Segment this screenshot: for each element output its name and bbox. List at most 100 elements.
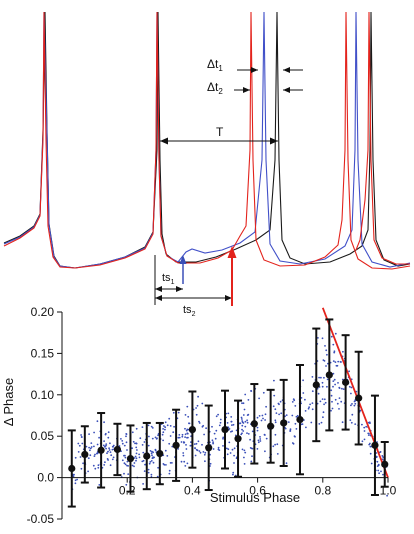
period-T-annotation: T (160, 125, 278, 145)
raw-point (375, 456, 378, 459)
raw-point (195, 448, 198, 451)
raw-point (182, 454, 185, 457)
mean-point (267, 422, 275, 430)
raw-point (181, 435, 184, 438)
raw-point (125, 441, 128, 444)
raw-point (109, 464, 112, 467)
raw-point (212, 442, 215, 445)
raw-point (351, 403, 353, 405)
raw-point (249, 447, 252, 449)
mean-point (325, 371, 333, 379)
raw-point (198, 450, 201, 452)
raw-point (334, 361, 337, 363)
raw-point (186, 432, 189, 435)
raw-point (240, 433, 243, 436)
mean-point (81, 450, 89, 459)
raw-point (246, 421, 249, 424)
raw-point (80, 467, 83, 470)
raw-point (97, 466, 100, 469)
raw-point (182, 452, 185, 454)
raw-point (211, 439, 214, 442)
raw-point (193, 443, 196, 445)
raw-point (242, 402, 245, 405)
raw-point (121, 459, 124, 462)
raw-point (131, 431, 134, 434)
raw-point (381, 455, 384, 457)
raw-point (322, 411, 325, 414)
raw-point (202, 451, 205, 453)
raw-point (304, 398, 306, 401)
raw-point (233, 462, 235, 464)
mean-point (234, 435, 242, 443)
raw-point (151, 437, 154, 440)
raw-point (164, 426, 167, 429)
raw-point (171, 462, 173, 464)
raw-point (194, 447, 197, 450)
raw-point (222, 437, 224, 440)
raw-point (231, 424, 233, 426)
raw-point (143, 470, 146, 472)
raw-point (169, 462, 172, 464)
raw-point (125, 483, 128, 486)
raw-point (330, 394, 333, 397)
raw-point (242, 414, 245, 416)
raw-point (96, 443, 99, 446)
raw-point (376, 460, 379, 463)
raw-point (289, 430, 292, 432)
x-tick-label: 1.0 (380, 484, 397, 498)
stimulus-time-annotation: ts1 ts2 (154, 246, 237, 318)
raw-point (123, 472, 125, 475)
raw-point (80, 436, 83, 438)
raw-point (108, 447, 110, 450)
raw-point (186, 462, 189, 465)
raw-point (386, 494, 388, 497)
raw-point (264, 434, 266, 436)
raw-point (367, 432, 370, 435)
raw-point (184, 414, 187, 416)
raw-point (241, 402, 243, 405)
raw-point (320, 421, 323, 424)
raw-point (338, 408, 340, 410)
x-axis-label: Stimulus Phase (210, 490, 300, 505)
raw-point (295, 415, 298, 418)
raw-point (184, 427, 186, 430)
raw-point (109, 442, 111, 445)
raw-point (104, 433, 107, 436)
raw-point (213, 432, 216, 435)
raw-point (354, 423, 357, 425)
membrane-voltage-traces-panel: Δt1 Δt2 T ts1 ts2 (3, 11, 411, 318)
raw-point (274, 421, 277, 424)
raw-point (105, 447, 107, 450)
raw-point (225, 447, 228, 450)
raw-point (295, 428, 298, 430)
raw-point (166, 424, 169, 427)
raw-point (90, 446, 93, 448)
raw-point (256, 448, 259, 450)
raw-point (326, 385, 328, 388)
raw-point (289, 428, 292, 431)
raw-point (274, 433, 277, 436)
raw-point (162, 439, 165, 442)
raw-point (264, 419, 266, 421)
y-tick-label: -0.05 (27, 512, 55, 526)
raw-point (280, 412, 283, 415)
raw-point (334, 398, 337, 401)
raw-point (244, 425, 247, 428)
raw-point (76, 478, 78, 481)
raw-point (340, 400, 343, 403)
period-T-label: T (216, 125, 224, 139)
raw-point (105, 443, 108, 445)
raw-point (335, 364, 338, 367)
mean-point (156, 449, 164, 458)
raw-point (195, 413, 198, 416)
raw-point (285, 462, 288, 465)
raw-point (204, 451, 207, 454)
raw-point (164, 449, 167, 452)
raw-point (285, 414, 288, 416)
raw-point (244, 420, 247, 423)
raw-point (132, 440, 135, 443)
ts1-arrowhead-right (176, 286, 183, 292)
raw-point (93, 445, 95, 448)
raw-point (333, 378, 336, 381)
raw-point (222, 436, 225, 439)
